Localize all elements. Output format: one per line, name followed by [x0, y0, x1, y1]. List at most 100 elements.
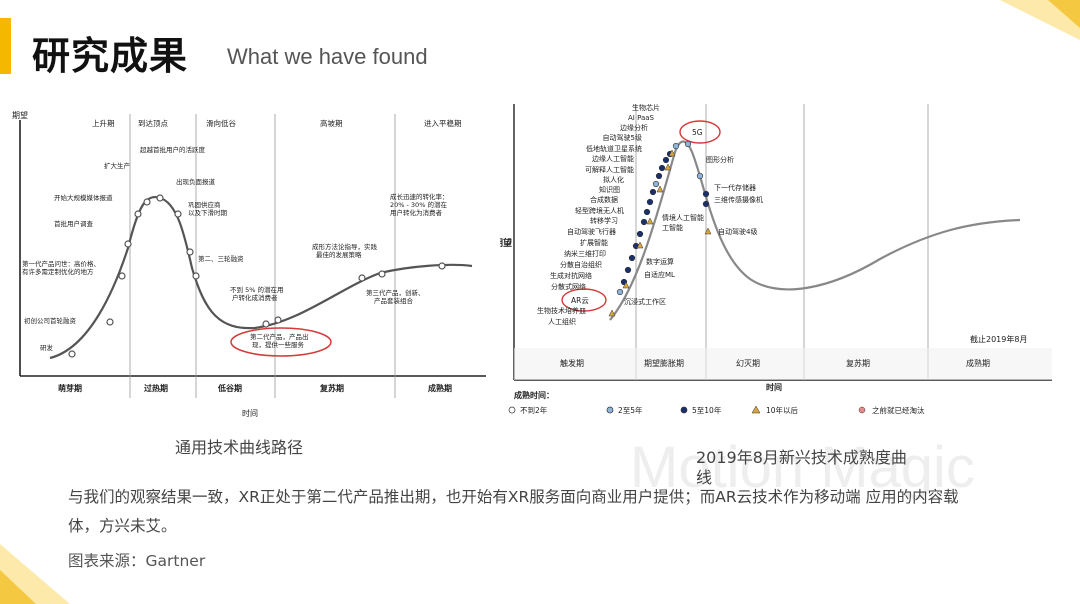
chart2-caption-line2: 线: [696, 468, 713, 487]
chart1-top-phase: 进入平稳期: [424, 118, 462, 128]
chart2-tech-label: 自动驾驶飞行器: [567, 227, 616, 236]
chart1-annotation: 以及下滑时期: [188, 208, 228, 217]
chart2-tech-label: 转移学习: [590, 216, 618, 225]
chart1-bottom-phase: 成熟期: [428, 383, 452, 393]
chart1-bottom-phase: 复苏期: [319, 383, 344, 393]
chart1-top-phase: 高坡期: [320, 118, 343, 128]
chart2-tech-label-extra: 工智能: [662, 223, 683, 232]
chart2-bottom-phase: 成熟期: [966, 358, 990, 368]
chart2-tech-label: 知识图: [599, 185, 620, 194]
chart1-bottom-phase: 萌芽期: [58, 383, 82, 393]
chart1-annotation: 有许多需定制优化的地方: [22, 267, 94, 276]
chart1-annotation: 开始大规模媒体报道: [54, 193, 113, 202]
title-accent-bar: [0, 18, 11, 74]
chart2-tech-label: 情境人工智能: [662, 213, 704, 222]
chart2-tech-label: 自动驾驶5级: [603, 133, 642, 142]
chart2-tech-label: 边缘分析: [620, 123, 648, 132]
legend-marker-5-10y: [680, 406, 688, 414]
chart2-tech-label: 轻型跨境无人机: [575, 206, 624, 215]
page-title: 研究成果: [32, 34, 189, 78]
chart1-xlabel: 时间: [242, 408, 258, 418]
chart1-top-phase: 到达顶点: [138, 118, 168, 128]
chart1-annotation: 首批用户调查: [54, 219, 94, 228]
chart2-5g-highlight: [679, 120, 721, 144]
chart1-annotation: 成形方法论指导，实践: [312, 242, 378, 251]
chart2-hype-curve: [609, 140, 1021, 321]
chart2-tech-label: 人工组织: [548, 317, 576, 326]
chart2-ylabel: 期望: [500, 237, 512, 249]
chart1-annotation: 第二代产品，产品出: [250, 332, 309, 341]
chart1-highlight-ellipse: [230, 327, 332, 357]
chart1-annotation: 最佳的发展策略: [316, 250, 362, 259]
chart2-legend-title: 成熟时间：: [514, 390, 554, 400]
chart1-annotation: 第三代产品，创新、: [366, 288, 425, 297]
legend-marker-over-10y: [751, 405, 761, 414]
chart1-annotation: 现，提供一些服务: [252, 340, 305, 349]
chart1-top-phase: 上升期: [92, 119, 115, 128]
chart1-caption: 通用技术曲线路径: [175, 438, 304, 457]
chart1-annotation: 用户转化为消费者: [390, 208, 443, 217]
legend-label: 不到2年: [520, 405, 548, 415]
chart2-ar-cloud-label: AR云: [571, 296, 589, 305]
chart2-tech-label: 分散自治组织: [560, 260, 602, 269]
legend-marker-2-5y: [606, 406, 614, 414]
chart1-annotation: 20% - 30% 的潜在: [390, 200, 447, 209]
chart2-tech-label: 三维传感摄像机: [714, 195, 763, 204]
chart2-tech-label: 生物技术培养皿: [537, 306, 586, 315]
chart2-5g-label: 5G: [692, 128, 703, 137]
chart2-tech-label: 纳米三维打印: [564, 249, 606, 258]
source-note: 图表来源：Gartner: [68, 552, 206, 570]
chart2-ar-cloud-highlight: [561, 288, 607, 312]
chart2-tech-label: 边缘人工智能: [592, 154, 634, 163]
chart1-annotation: 巩固供应商: [188, 200, 221, 209]
chart2-bottom-phase: 期望膨胀期: [644, 358, 684, 368]
gartner-hype-cycle-chart: 期望 截止2019年8月 5G AR云 生物芯片 AI PaaS 边缘分析 自动…: [500, 94, 1066, 428]
legend-label: 2至5年: [618, 405, 643, 415]
chart2-caption-line1: 2019年8月新兴技术成熟度曲: [696, 448, 907, 467]
chart1-annotation: 扩大生产: [104, 161, 131, 170]
chart2-tech-label: 自适应ML: [644, 270, 675, 279]
watermark: Motion Magic: [630, 435, 975, 500]
chart1-ylabel: 期望: [12, 110, 28, 120]
legend-label: 5至10年: [692, 405, 722, 415]
page-subtitle: What we have found: [227, 44, 428, 69]
chart1-bottom-phase: 过热期: [144, 383, 168, 393]
chart1-annotation: 第一代产品问世：高价格、: [22, 259, 100, 268]
chart1-bottom-phase: 低谷期: [217, 383, 242, 393]
chart2-tech-label: 数字运算: [646, 257, 674, 266]
chart2-tech-label: 低地轨道卫星系统: [586, 144, 642, 153]
chart1-annotation: 初创公司首轮融资: [24, 316, 77, 325]
corner-decoration-bottom-left: [0, 544, 70, 604]
chart2-tech-label: 图形分析: [706, 155, 734, 164]
chart2-bottom-phase: 复苏期: [846, 358, 870, 368]
chart1-annotation: 出现负面报道: [176, 177, 216, 186]
legend-marker-obsolete: [858, 406, 866, 414]
chart2-tech-label: 生成对抗网络: [550, 271, 592, 280]
chart1-annotation: 超越首批用户的活跃度: [140, 145, 206, 154]
chart2-bottom-phase: 幻灭期: [736, 358, 760, 368]
chart2-tech-label: 下一代存储器: [714, 183, 756, 192]
chart2-bottom-phase: 触发期: [560, 358, 584, 368]
chart1-annotation: 户转化成消费者: [232, 293, 278, 302]
chart2-tech-label: 分散式网络: [551, 282, 586, 291]
chart2-tech-label: AI PaaS: [628, 114, 655, 122]
general-tech-curve-chart: 期望 时间 上升期 到达顶点 滑向低谷 高坡期 进入平稳期 研发 初创公司首轮融…: [10, 108, 488, 426]
chart1-annotation: 成长迅速的转化率：: [390, 192, 449, 201]
chart2-xlabel: 时间: [766, 382, 782, 392]
chart2-tech-label: 自动驾驶4级: [718, 227, 757, 236]
chart2-tech-label: 拟人化: [603, 175, 624, 184]
chart1-annotation: 第二、三轮融资: [198, 254, 244, 263]
chart2-tech-label: 合成数据: [590, 195, 618, 204]
chart2-tech-label: 沉浸式工作区: [624, 297, 666, 306]
conclusion-text: 与我们的观察结果一致，XR正处于第二代产品推出期，也开始有XR服务面向商业用户提…: [68, 488, 959, 535]
chart2-date-note: 截止2019年8月: [970, 334, 1027, 344]
chart1-top-phase: 滑向低谷: [206, 118, 236, 128]
chart1-annotation: 研发: [40, 343, 54, 352]
chart2-tech-label: 可解释人工智能: [585, 165, 634, 174]
chart2-tech-label: 扩展智能: [580, 238, 608, 247]
legend-label: 之前就已经淘汰: [872, 405, 925, 415]
chart2-tech-label: 生物芯片: [632, 103, 660, 112]
chart1-annotation: 不到 5% 的潜在用: [230, 285, 283, 294]
chart1-annotation: 产品套装组合: [374, 296, 414, 305]
corner-decoration-top-right: [1000, 0, 1080, 40]
